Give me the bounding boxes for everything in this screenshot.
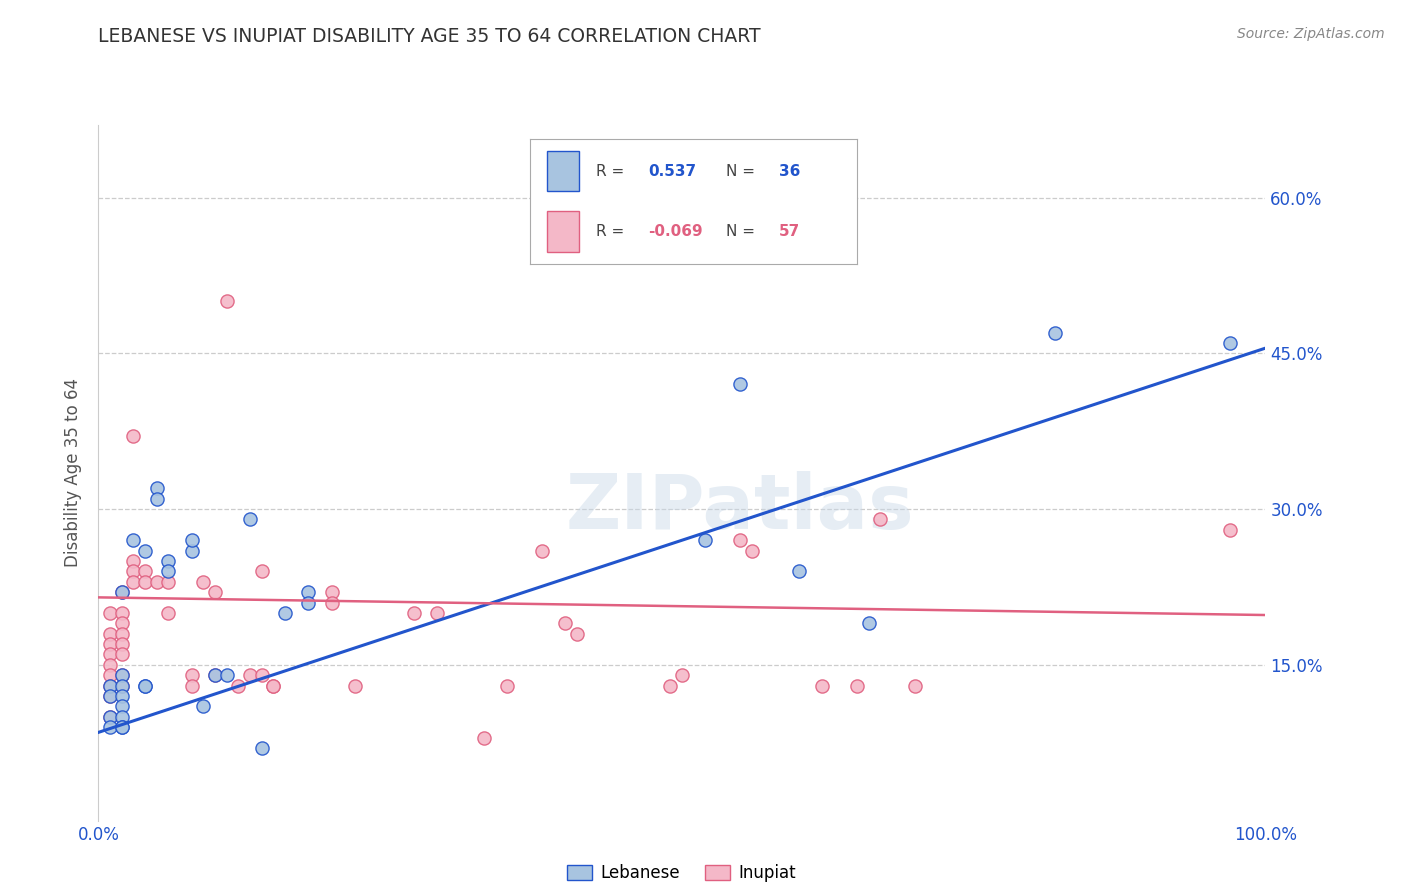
- Point: [1219, 523, 1241, 537]
- Point: [111, 637, 134, 651]
- Point: [134, 679, 156, 693]
- Point: [180, 668, 202, 682]
- Point: [111, 710, 134, 724]
- Point: [297, 596, 319, 610]
- Point: [321, 596, 343, 610]
- Text: Source: ZipAtlas.com: Source: ZipAtlas.com: [1237, 27, 1385, 41]
- Point: [344, 679, 367, 693]
- Point: [111, 679, 134, 693]
- Point: [98, 668, 121, 682]
- Point: [146, 491, 169, 506]
- Point: [134, 543, 156, 558]
- Point: [228, 679, 250, 693]
- Legend: Lebanese, Inupiat: Lebanese, Inupiat: [561, 857, 803, 888]
- Point: [262, 679, 284, 693]
- Point: [250, 565, 273, 579]
- Point: [215, 668, 238, 682]
- Point: [98, 679, 121, 693]
- Point: [111, 679, 134, 693]
- Point: [111, 689, 134, 703]
- Point: [869, 512, 891, 526]
- Point: [98, 710, 121, 724]
- Point: [426, 606, 449, 620]
- Point: [695, 533, 717, 548]
- Point: [98, 720, 121, 734]
- Point: [530, 543, 553, 558]
- Point: [741, 543, 763, 558]
- Point: [262, 679, 284, 693]
- Point: [111, 720, 134, 734]
- Point: [98, 657, 121, 672]
- Point: [98, 637, 121, 651]
- Point: [671, 668, 693, 682]
- Point: [297, 585, 319, 599]
- Point: [565, 626, 588, 640]
- Point: [111, 648, 134, 662]
- Point: [122, 554, 145, 568]
- Point: [134, 679, 156, 693]
- Point: [134, 565, 156, 579]
- Point: [204, 585, 226, 599]
- Point: [846, 679, 869, 693]
- Point: [204, 668, 226, 682]
- Point: [193, 699, 215, 714]
- Point: [111, 616, 134, 631]
- Point: [98, 626, 121, 640]
- Point: [122, 533, 145, 548]
- Point: [111, 585, 134, 599]
- Point: [111, 606, 134, 620]
- Point: [111, 585, 134, 599]
- Point: [122, 574, 145, 589]
- Point: [122, 429, 145, 443]
- Point: [730, 533, 752, 548]
- Point: [111, 668, 134, 682]
- Point: [157, 565, 180, 579]
- Point: [659, 679, 682, 693]
- Point: [239, 668, 262, 682]
- Point: [98, 679, 121, 693]
- Point: [111, 626, 134, 640]
- Point: [146, 481, 169, 495]
- Point: [134, 574, 156, 589]
- Point: [1219, 335, 1241, 350]
- Point: [204, 668, 226, 682]
- Point: [157, 606, 180, 620]
- Point: [811, 679, 834, 693]
- Text: LEBANESE VS INUPIAT DISABILITY AGE 35 TO 64 CORRELATION CHART: LEBANESE VS INUPIAT DISABILITY AGE 35 TO…: [98, 27, 761, 45]
- Point: [98, 648, 121, 662]
- Point: [98, 689, 121, 703]
- Point: [495, 679, 517, 693]
- Point: [250, 741, 273, 756]
- Point: [787, 565, 810, 579]
- Point: [730, 377, 752, 392]
- Point: [111, 699, 134, 714]
- Point: [98, 710, 121, 724]
- Point: [122, 565, 145, 579]
- Point: [180, 543, 202, 558]
- Point: [321, 585, 343, 599]
- Point: [98, 689, 121, 703]
- Text: ZIPatlas: ZIPatlas: [567, 471, 914, 544]
- Point: [157, 554, 180, 568]
- Point: [146, 574, 169, 589]
- Point: [1045, 326, 1067, 340]
- Point: [180, 679, 202, 693]
- Point: [157, 574, 180, 589]
- Point: [274, 606, 297, 620]
- Y-axis label: Disability Age 35 to 64: Disability Age 35 to 64: [65, 378, 83, 567]
- Point: [472, 731, 495, 745]
- Point: [402, 606, 425, 620]
- Point: [193, 574, 215, 589]
- Point: [111, 720, 134, 734]
- Point: [180, 533, 202, 548]
- Point: [239, 512, 262, 526]
- Point: [215, 294, 238, 309]
- Point: [250, 668, 273, 682]
- Point: [111, 668, 134, 682]
- Point: [904, 679, 927, 693]
- Point: [554, 616, 576, 631]
- Point: [98, 606, 121, 620]
- Point: [858, 616, 880, 631]
